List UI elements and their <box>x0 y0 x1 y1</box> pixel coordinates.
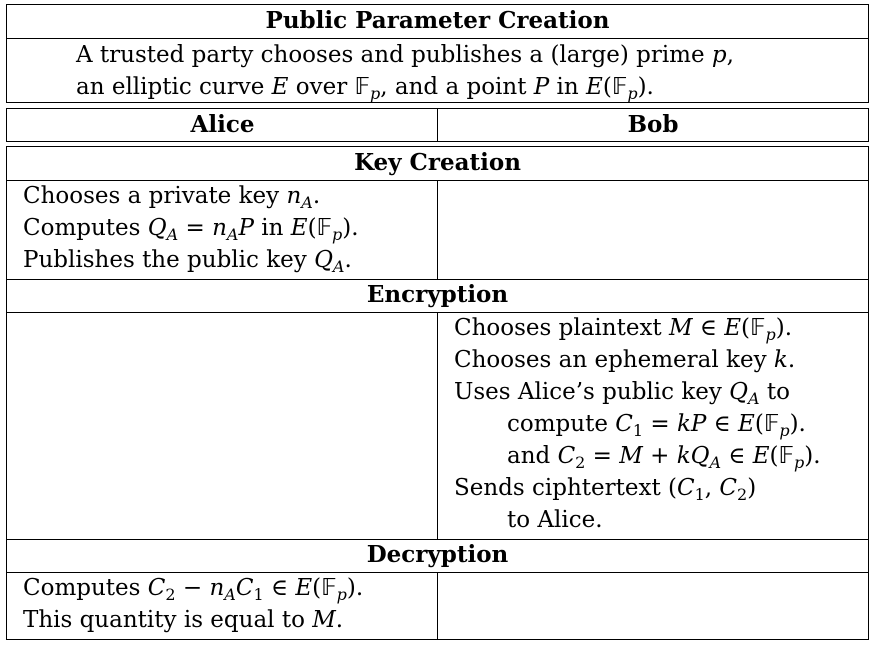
bob-encrypt-line-3: Uses Alice’s public key QA to <box>454 379 790 408</box>
bob-encrypt-line-1: Chooses plaintext M ∈ E(𝔽p). <box>454 315 793 344</box>
column-divider <box>437 572 438 639</box>
divider <box>7 38 868 39</box>
public-parameter-line-2: an elliptic curve E over 𝔽p, and a point… <box>76 74 654 103</box>
column-divider <box>437 312 438 539</box>
alice-key-line-2: Computes QA = nAP in E(𝔽p). <box>23 215 359 244</box>
alice-decrypt-line-2: This quantity is equal to M. <box>23 607 344 633</box>
column-divider <box>437 180 438 279</box>
key-creation-title: Key Creation <box>354 149 521 176</box>
alice-decrypt-line-1: Computes C2 − nAC1 ∈ E(𝔽p). <box>23 575 364 604</box>
public-parameter-box: Public Parameter Creation A trusted part… <box>6 4 869 103</box>
divider <box>7 539 868 540</box>
column-header-alice: Alice <box>190 111 255 138</box>
bob-encrypt-line-6: Sends ciphtertext (C1, C2) <box>454 475 757 504</box>
bob-encrypt-line-5: and C2 = M + kQA ∈ E(𝔽p). <box>507 443 821 472</box>
public-parameter-title: Public Parameter Creation <box>265 7 610 34</box>
alice-key-line-3: Publishes the public key QA. <box>23 247 352 276</box>
encryption-title: Encryption <box>366 281 509 308</box>
divider <box>7 279 868 280</box>
bob-encrypt-line-4: compute C1 = kP ∈ E(𝔽p). <box>507 411 806 440</box>
column-divider <box>437 109 438 141</box>
public-parameter-line-1: A trusted party chooses and publishes a … <box>76 42 734 68</box>
column-header-bob: Bob <box>627 111 679 138</box>
bob-encrypt-line-2: Chooses an ephemeral key k. <box>454 347 796 373</box>
decryption-title: Decryption <box>366 541 509 568</box>
protocol-box: Key Creation Chooses a private key nA. C… <box>6 146 869 640</box>
participants-header-box: Alice Bob <box>6 108 869 142</box>
alice-key-line-1: Chooses a private key nA. <box>23 183 321 212</box>
bob-encrypt-line-7: to Alice. <box>507 507 603 533</box>
